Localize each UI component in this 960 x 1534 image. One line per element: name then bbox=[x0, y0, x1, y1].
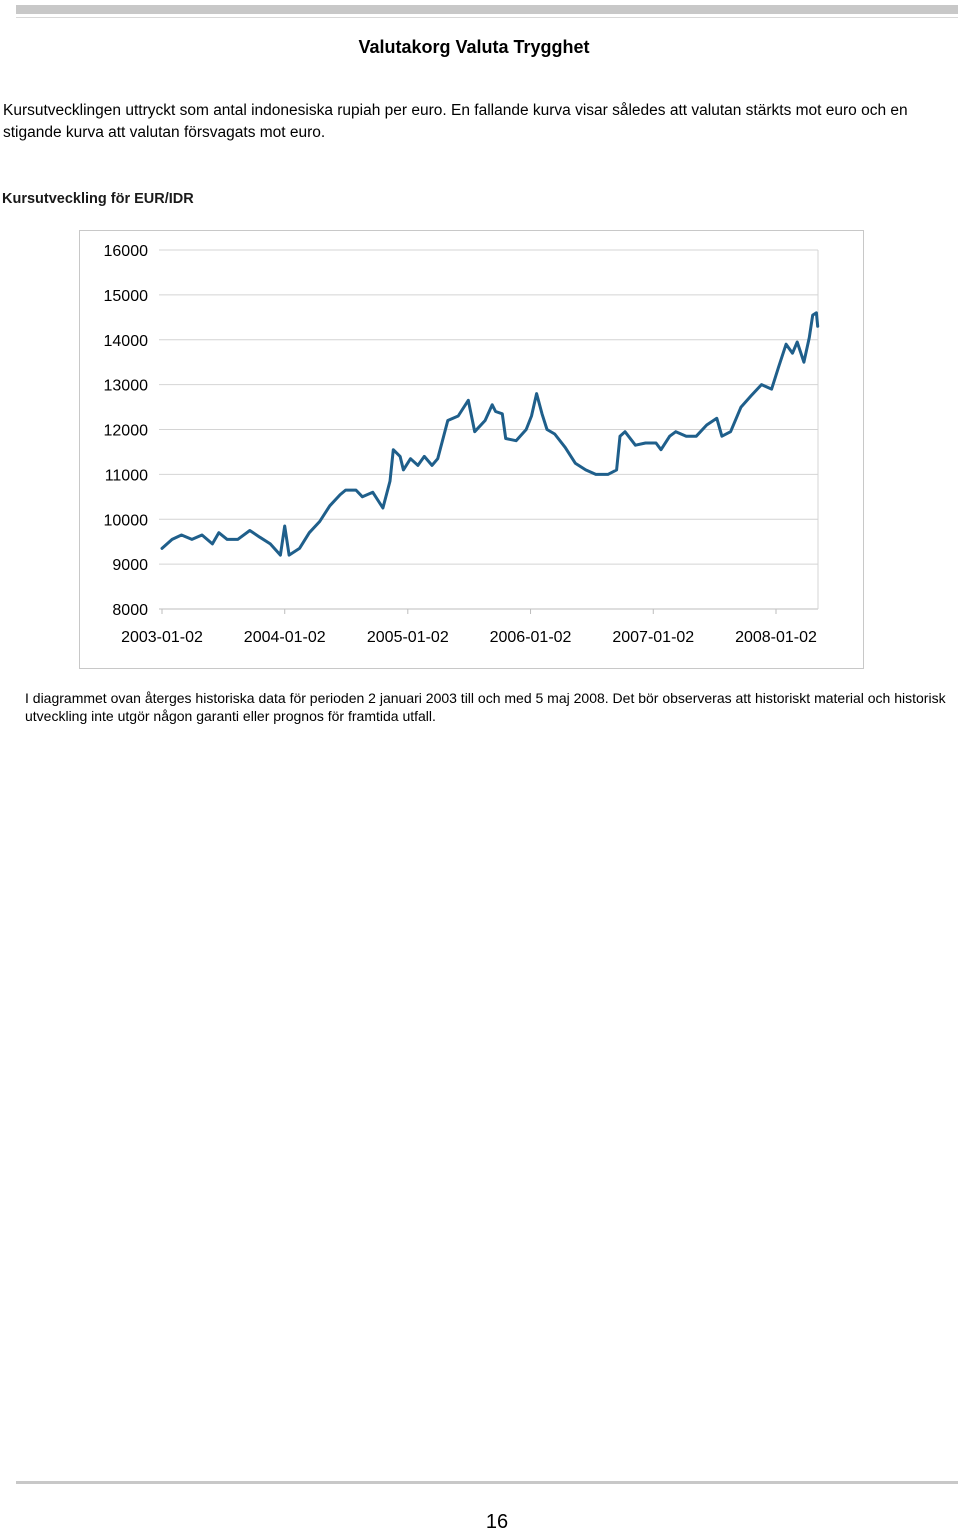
y-tick-label: 12000 bbox=[104, 423, 149, 440]
page-number: 16 bbox=[485, 1511, 509, 1533]
y-tick-label: 13000 bbox=[104, 378, 149, 395]
x-tick-label: 2005-01-02 bbox=[367, 629, 449, 646]
y-tick-label: 9000 bbox=[112, 557, 148, 574]
document-title: Valutakorg Valuta Trygghet bbox=[358, 37, 590, 57]
intro-paragraph: Kursutvecklingen uttryckt som antal indo… bbox=[3, 102, 908, 141]
x-tick-label: 2006-01-02 bbox=[490, 629, 572, 646]
y-tick-label: 8000 bbox=[112, 602, 148, 619]
x-tick-label: 2007-01-02 bbox=[612, 629, 694, 646]
x-tick-label: 2004-01-02 bbox=[244, 629, 326, 646]
series-line bbox=[160, 311, 820, 557]
y-tick-label: 10000 bbox=[104, 512, 149, 529]
y-tick-label: 11000 bbox=[105, 467, 148, 484]
chart-heading: Kursutveckling för EUR/IDR bbox=[2, 191, 194, 207]
line-chart: 16000 15000 14000 13000 12000 11000 10000 9000 8… bbox=[104, 243, 820, 646]
chart-caption: I diagrammet ovan återges historiska dat… bbox=[25, 690, 946, 724]
bottom-rule bbox=[16, 1481, 958, 1484]
y-tick-label: 14000 bbox=[104, 333, 149, 350]
x-tick-label: 2003-01-02 bbox=[121, 629, 203, 646]
top-rule-thin bbox=[16, 17, 958, 18]
y-tick-label: 15000 bbox=[104, 288, 149, 305]
chart-frame: 16000 15000 14000 13000 12000 11000 10000 9000 8… bbox=[79, 230, 864, 669]
x-tick-label: 2008-01-02 bbox=[735, 629, 817, 646]
top-rule bbox=[16, 5, 958, 14]
y-tick-label: 16000 bbox=[104, 243, 149, 260]
